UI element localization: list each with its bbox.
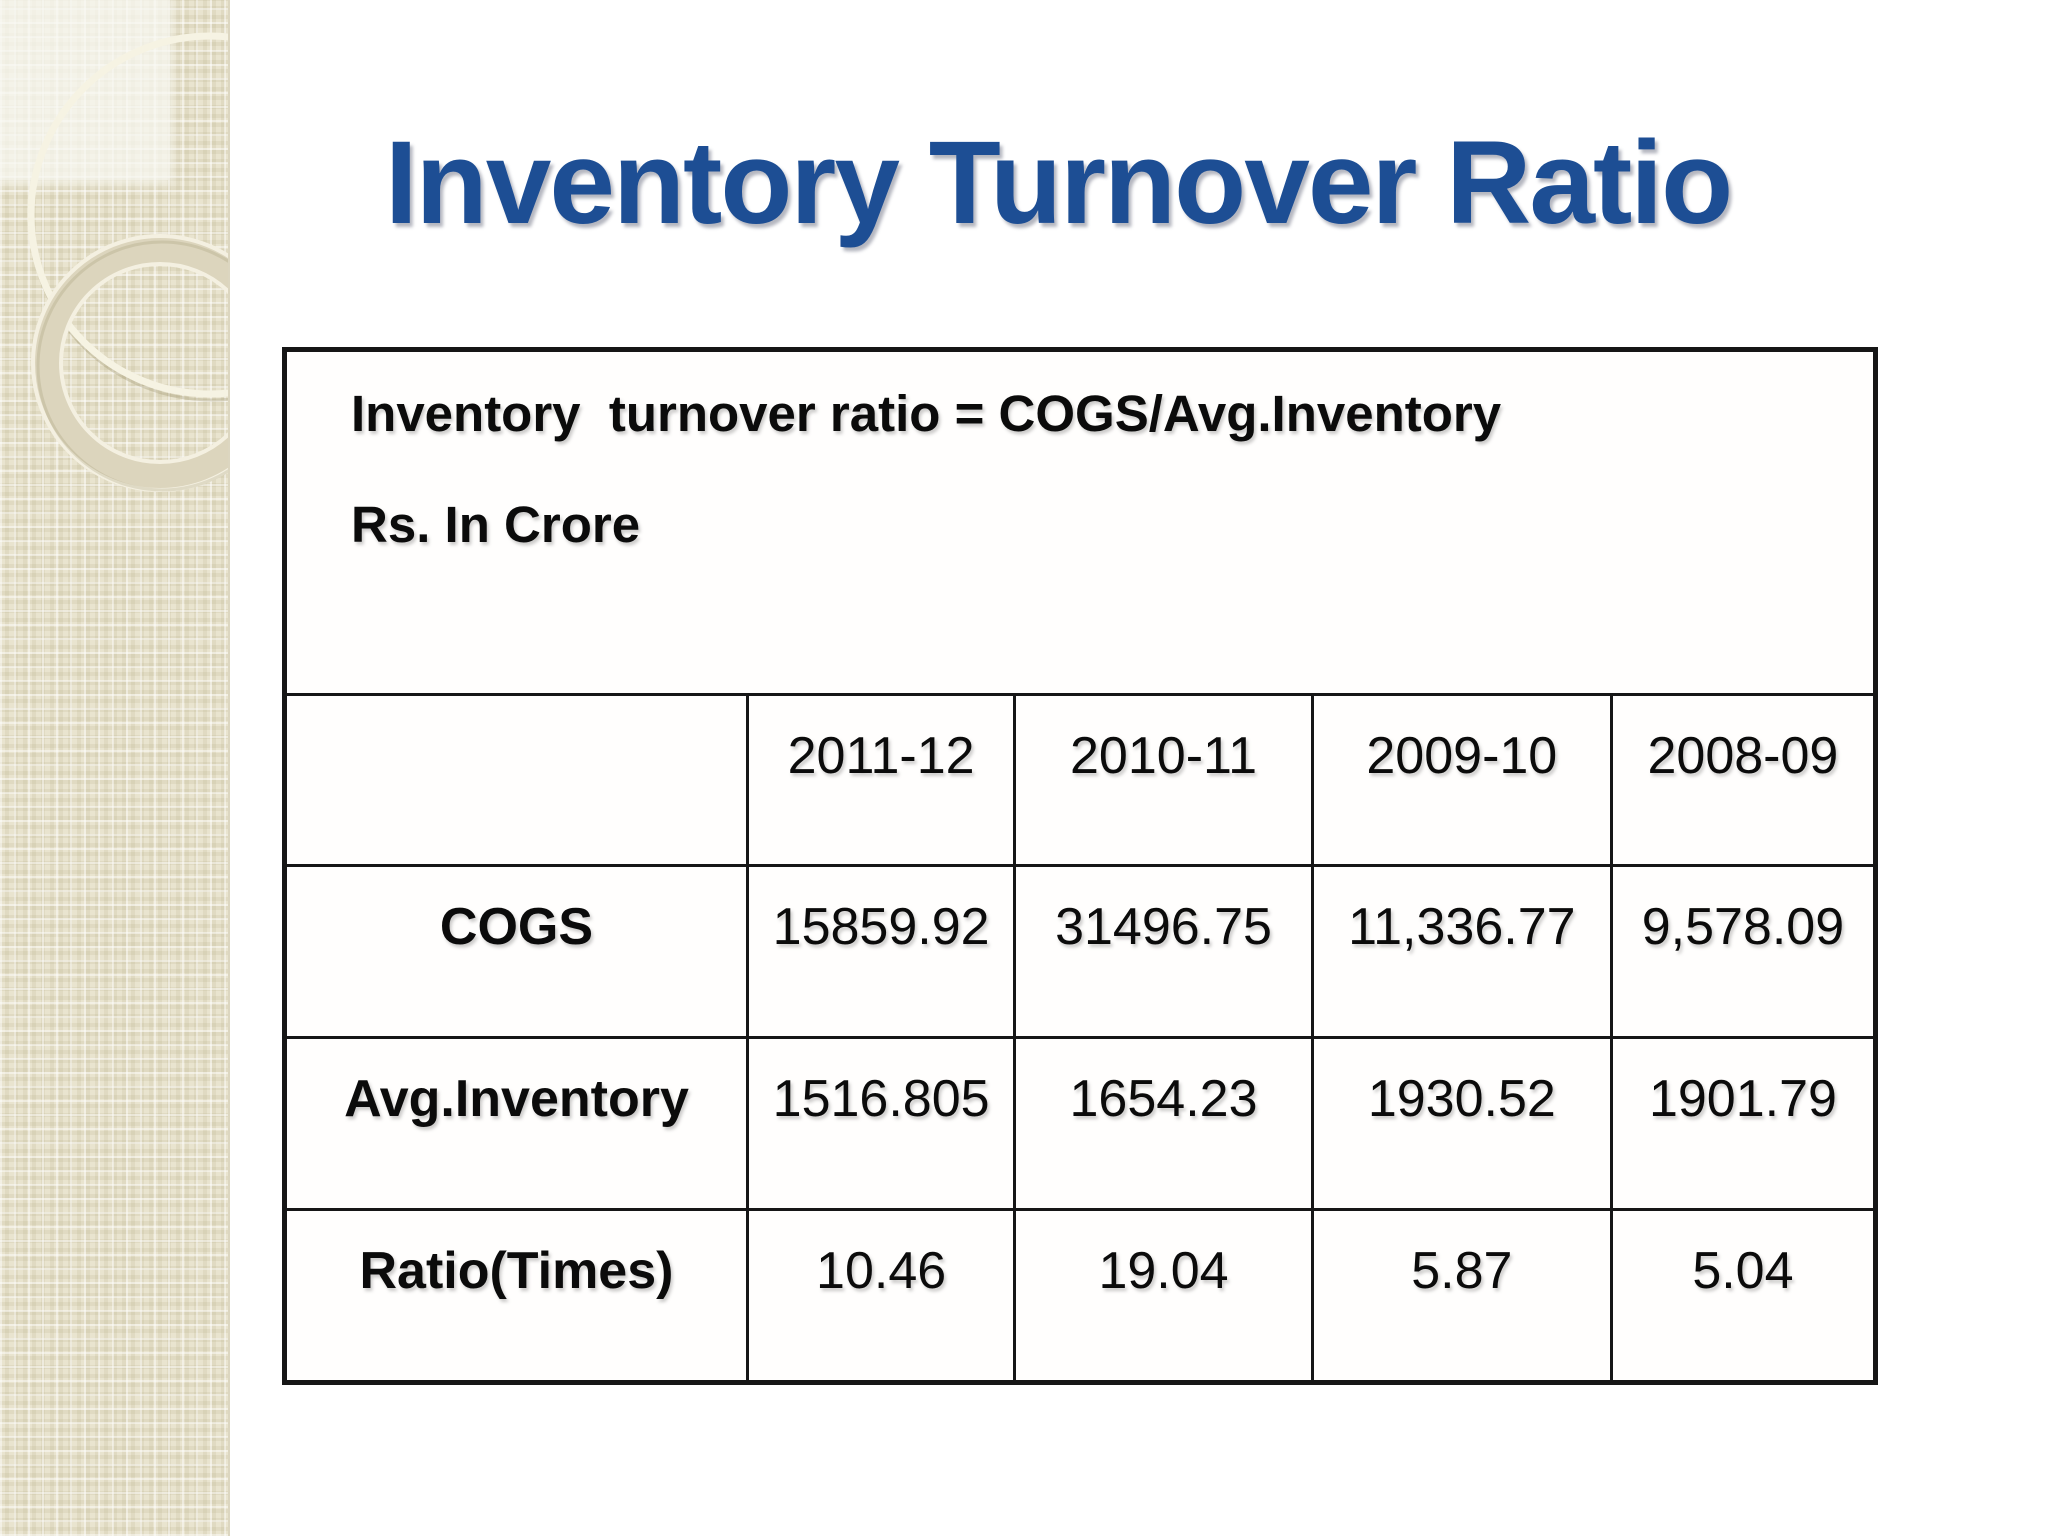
row-label-cell: Avg.Inventory	[283, 1036, 749, 1211]
value-cell: 5.87	[1310, 1208, 1613, 1384]
value-cell: 1930.52	[1310, 1036, 1613, 1211]
value-cell: 31496.75	[1013, 864, 1314, 1039]
table-header-row: 2011-12 2010-11 2009-10 2008-09	[283, 693, 1878, 867]
table-row-avg-inventory: Avg.Inventory 1516.805 1654.23 1930.52 1…	[283, 1036, 1878, 1211]
corner-cell	[283, 693, 749, 867]
note-unit: Rs. In Crore	[351, 496, 641, 553]
sidebar-circles-decoration	[27, 32, 228, 492]
table-row-ratio: Ratio(Times) 10.46 19.04 5.87 5.04	[283, 1208, 1878, 1384]
value-cell: 19.04	[1013, 1208, 1314, 1384]
row-label-cell: Ratio(Times)	[283, 1208, 749, 1384]
sidebar	[0, 0, 230, 1536]
ring-inner-shadow-icon	[36, 240, 228, 492]
ring-inner-edge-icon	[59, 262, 228, 464]
value-cell: 15859.92	[745, 864, 1017, 1039]
inventory-ratio-table: Inventory turnover ratio = COGS/Avg.Inve…	[282, 347, 1878, 1385]
value-cell: 9,578.09	[1609, 864, 1878, 1039]
value-cell: 5.04	[1609, 1208, 1878, 1384]
year-header-cell: 2011-12	[745, 693, 1017, 867]
value-cell: 1516.805	[745, 1036, 1017, 1211]
value-cell: 1901.79	[1609, 1036, 1878, 1211]
row-label-cell: COGS	[283, 864, 749, 1039]
note-formula: Inventory turnover ratio = COGS/Avg.Inve…	[351, 385, 1502, 442]
year-header-cell: 2010-11	[1013, 693, 1314, 867]
page-title: Inventory Turnover Ratio	[384, 117, 1733, 249]
year-header-cell: 2008-09	[1609, 693, 1878, 867]
table-note-row: Inventory turnover ratio = COGS/Avg.Inve…	[283, 348, 1877, 696]
thin-circle-icon	[27, 32, 228, 398]
table-row-cogs: COGS 15859.92 31496.75 11,336.77 9,578.0…	[283, 864, 1878, 1039]
ring-outer-edge-icon	[31, 234, 228, 492]
value-cell: 1654.23	[1013, 1036, 1314, 1211]
ring-icon	[33, 236, 228, 490]
table-note-cell: Inventory turnover ratio = COGS/Avg.Inve…	[283, 348, 1877, 696]
year-header-cell: 2009-10	[1310, 693, 1613, 867]
value-cell: 11,336.77	[1310, 864, 1613, 1039]
value-cell: 10.46	[745, 1208, 1017, 1384]
